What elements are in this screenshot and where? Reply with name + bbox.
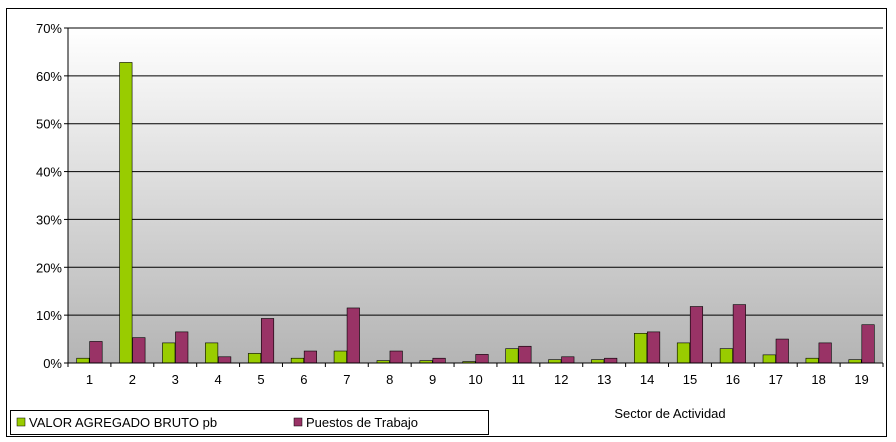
bar-vab-4: [205, 342, 219, 364]
x-tick-label: 4: [215, 372, 222, 387]
bar-puestos-6: [303, 350, 317, 364]
y-tick-label: 60%: [36, 69, 62, 84]
bar-vab-12: [548, 359, 562, 364]
y-tick-label: 10%: [36, 308, 62, 323]
bar-vab-1: [76, 357, 90, 364]
bar-vab-7: [333, 350, 347, 364]
bar-puestos-2: [132, 337, 146, 364]
x-tick-label: 1: [86, 372, 93, 387]
gridlines: [64, 27, 883, 364]
bar-puestos-15: [689, 306, 704, 364]
bar-vab-5: [247, 353, 262, 364]
y-tick-label: 70%: [36, 21, 62, 36]
bar-vab-19: [848, 359, 862, 364]
bar-puestos-8: [389, 350, 403, 364]
legend-swatch-puestos: [293, 417, 303, 427]
bar-vab-2: [119, 62, 133, 364]
y-tick-label: 0%: [43, 356, 62, 371]
x-tick-label: 10: [468, 372, 482, 387]
bar-puestos-9: [432, 357, 446, 364]
x-tick-label: 8: [386, 372, 393, 387]
bar-puestos-3: [175, 331, 189, 364]
x-tick-label: 12: [554, 372, 568, 387]
x-tick-label: 15: [683, 372, 697, 387]
bar-puestos-10: [475, 354, 489, 364]
x-tick-label: 6: [300, 372, 307, 387]
legend-label-puestos: Puestos de Trabajo: [306, 415, 418, 430]
axes: [67, 28, 884, 367]
bar-vab-3: [162, 342, 176, 364]
x-tick-label: 9: [429, 372, 436, 387]
x-tick-label: 16: [726, 372, 740, 387]
bar-vab-17: [762, 354, 776, 364]
y-tick-label: 20%: [36, 260, 62, 275]
bars: [76, 62, 875, 364]
bar-vab-15: [676, 342, 691, 364]
x-tick-label: 13: [597, 372, 611, 387]
plot-area: [68, 28, 883, 363]
x-tick-label: 5: [257, 372, 264, 387]
bar-puestos-13: [604, 357, 618, 364]
bar-puestos-4: [218, 356, 232, 364]
bar-puestos-12: [561, 356, 575, 364]
y-tick-label: 30%: [36, 212, 62, 227]
x-tick-labels: 1 2 3 4 5 6 7 8 9 10 11 12 13 14 15 16 17 18 19: [86, 372, 869, 387]
bar-puestos-19: [861, 324, 875, 364]
x-tick-label: 11: [512, 372, 526, 387]
legend-label-vab: VALOR AGREGADO BRUTO pb: [29, 415, 217, 430]
bar-puestos-17: [775, 338, 789, 364]
x-tick-label: 18: [811, 372, 825, 387]
x-tick-label: 3: [172, 372, 179, 387]
x-tick-label: 19: [854, 372, 868, 387]
x-axis-label: Sector de Actividad: [614, 406, 725, 421]
bar-vab-16: [719, 348, 733, 364]
bar-puestos-1: [89, 341, 103, 364]
bar-puestos-11: [518, 345, 532, 364]
bar-vab-6: [290, 357, 304, 364]
bar-puestos-14: [647, 331, 661, 364]
bar-puestos-18: [818, 342, 832, 364]
bar-puestos-16: [732, 304, 746, 364]
x-tick-label: 14: [640, 372, 654, 387]
bar-vab-13: [591, 359, 605, 364]
y-tick-label: 50%: [36, 117, 62, 132]
bar-puestos-5: [260, 318, 275, 364]
x-tick-label: 7: [343, 372, 350, 387]
bar-vab-14: [634, 333, 648, 364]
legend: VALOR AGREGADO BRUTO pb Puestos de Traba…: [10, 410, 489, 435]
x-tick-label: 2: [129, 372, 136, 387]
x-tick-label: 17: [769, 372, 783, 387]
y-tick-label: 40%: [36, 165, 62, 180]
y-tick-labels: 0% 10% 20% 30% 40% 50% 60% 70%: [36, 21, 62, 371]
bar-vab-18: [805, 357, 819, 364]
bar-vab-11: [505, 348, 519, 364]
legend-swatch-vab: [16, 417, 26, 427]
legend-box: [10, 410, 489, 435]
bar-puestos-7: [346, 307, 360, 364]
